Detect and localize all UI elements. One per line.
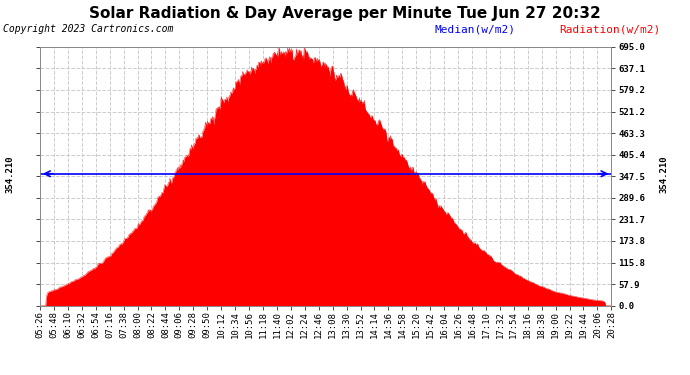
Text: Copyright 2023 Cartronics.com: Copyright 2023 Cartronics.com: [3, 24, 174, 34]
Text: 354.210: 354.210: [660, 155, 669, 193]
Text: 354.210: 354.210: [6, 155, 14, 193]
Text: Solar Radiation & Day Average per Minute Tue Jun 27 20:32: Solar Radiation & Day Average per Minute…: [89, 6, 601, 21]
Text: Median(w/m2): Median(w/m2): [435, 24, 515, 34]
Text: Radiation(w/m2): Radiation(w/m2): [559, 24, 660, 34]
